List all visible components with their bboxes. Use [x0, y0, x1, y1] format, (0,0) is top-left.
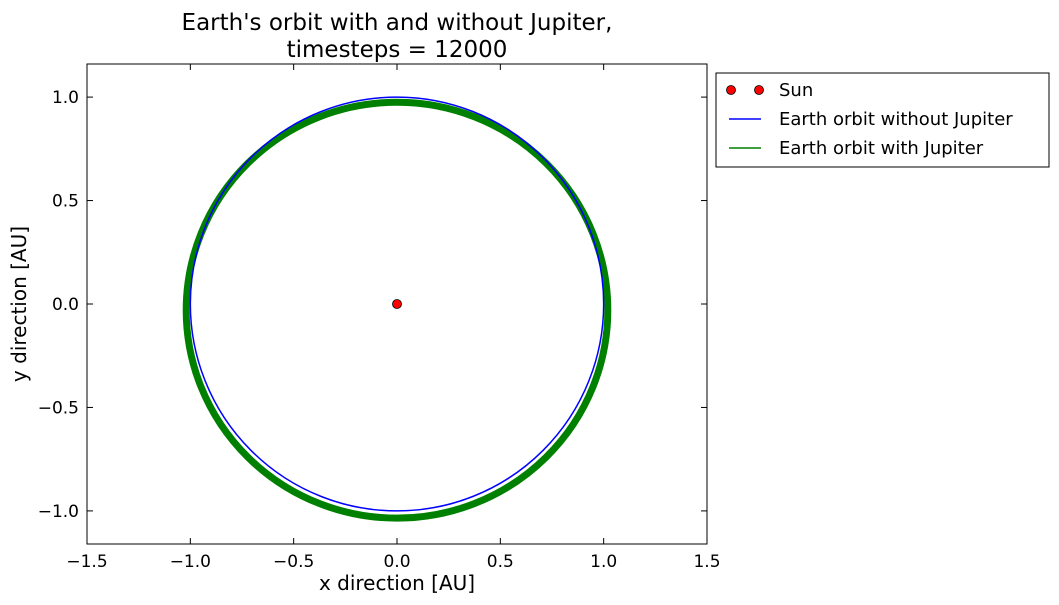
series-layer [182, 96, 612, 522]
legend: Sun Earth orbit without Jupiter Earth or… [715, 72, 1050, 168]
legend-label-with-jupiter: Earth orbit with Jupiter [779, 138, 984, 159]
legend-box [715, 72, 1050, 168]
y-tick-label: 1.0 [52, 88, 79, 108]
legend-label-sun: Sun [779, 80, 813, 101]
tick-layer: −1.5 −1.0 −0.5 0.0 0.5 1.0 1.5 −1.0 −0.5 0.0 0.5 1.… [38, 64, 721, 572]
chart-title-line-1: Earth's orbit with and without Jupiter, [182, 10, 613, 36]
sun-marker [392, 299, 402, 309]
plot-area: −1.5 −1.0 −0.5 0.0 0.5 1.0 1.5 −1.0 −0.5 0.0 0.5 1.… [38, 63, 721, 572]
x-tick-label: 0.0 [383, 552, 410, 572]
y-tick-label: 0.0 [52, 295, 79, 315]
x-tick-label: 0.5 [487, 552, 514, 572]
x-tick-label: −1.5 [66, 552, 107, 572]
x-axis-label: x direction [AU] [319, 571, 475, 595]
x-tick-label: 1.0 [590, 552, 617, 572]
y-tick-label: −1.0 [38, 502, 79, 522]
x-tick-label: −1.0 [170, 552, 211, 572]
y-axis-label: y direction [AU] [7, 226, 31, 382]
chart-title-line-2: timesteps = 12000 [287, 37, 508, 63]
legend-label-without-jupiter: Earth orbit without Jupiter [779, 109, 1013, 130]
y-tick-label: −0.5 [38, 398, 79, 418]
legend-sun-marker-1 [726, 85, 736, 95]
y-tick-label: 0.5 [52, 192, 79, 212]
orbit-without-jupiter [189, 96, 605, 512]
legend-sun-marker-2 [754, 85, 764, 95]
x-tick-label: −0.5 [273, 552, 314, 572]
x-tick-label: 1.5 [693, 552, 720, 572]
orbit-with-jupiter [182, 98, 612, 522]
